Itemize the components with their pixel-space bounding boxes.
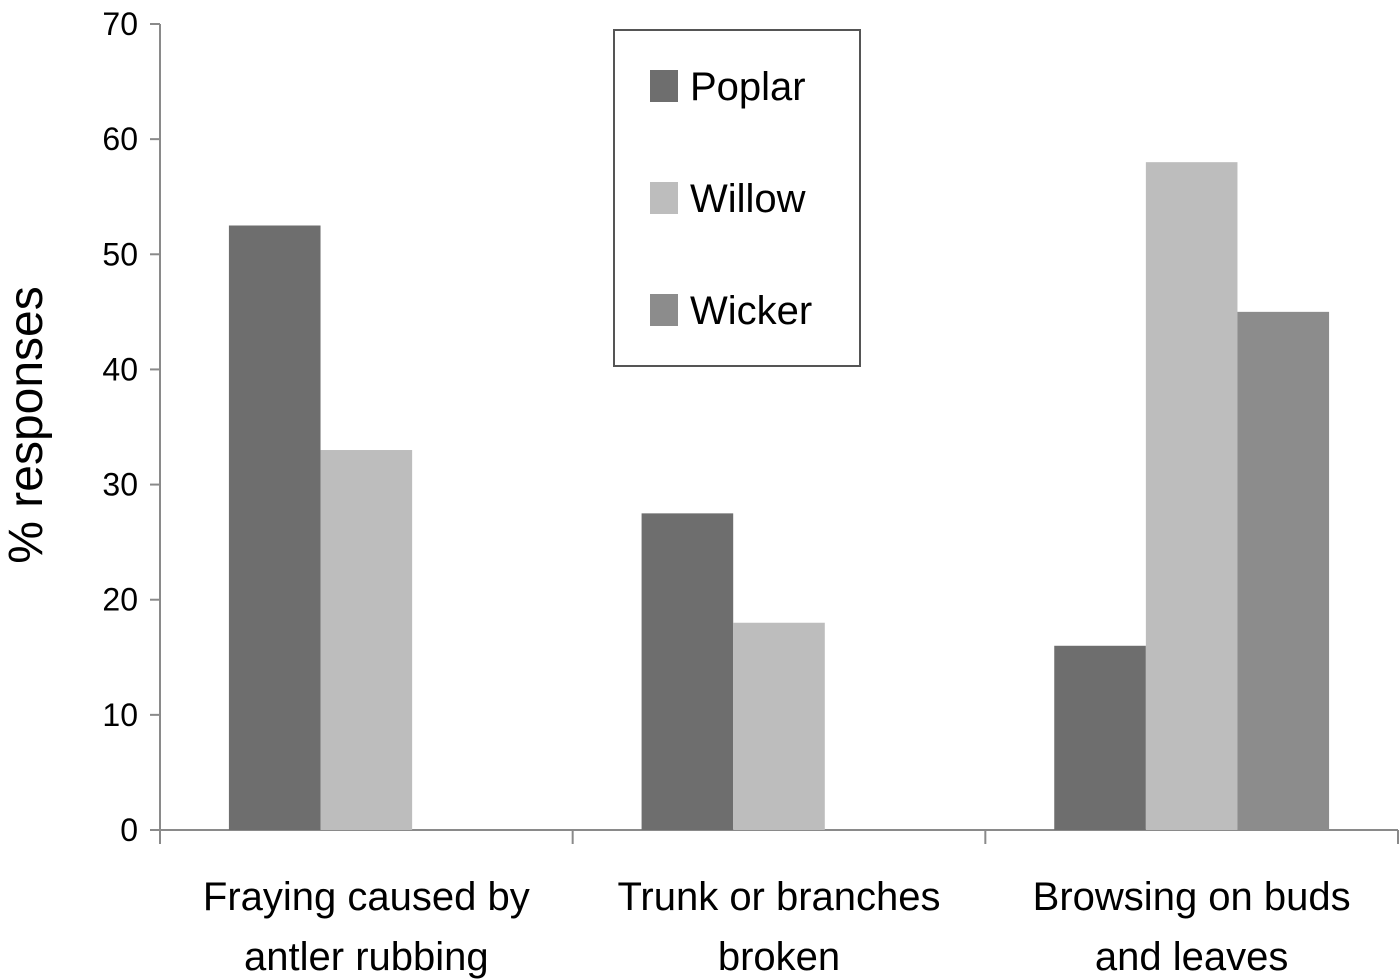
y-tick-label: 70 — [102, 6, 138, 42]
legend-label-wicker: Wicker — [690, 289, 812, 333]
y-tick-label: 40 — [102, 351, 138, 387]
y-tick-label: 50 — [102, 236, 138, 272]
x-category-label: antler rubbing — [244, 935, 489, 979]
x-category-label: broken — [718, 935, 840, 979]
legend-label-poplar: Poplar — [690, 65, 806, 109]
y-axis-title: % responses — [0, 286, 53, 563]
x-axis: Fraying caused by antler rubbing Trunk or … — [159, 829, 1399, 979]
bar-willow-2 — [1145, 162, 1238, 830]
y-tick-label: 30 — [102, 467, 138, 503]
y-tick-label: 60 — [102, 121, 138, 157]
legend-swatch-poplar — [650, 70, 678, 102]
y-axis: 0 10 20 30 40 50 60 70 — [102, 6, 161, 848]
bar-willow-0 — [320, 450, 413, 830]
legend-label-willow: Willow — [690, 177, 806, 221]
bar-willow-1 — [733, 622, 825, 830]
x-category-label: and leaves — [1095, 935, 1288, 979]
bar-poplar-1 — [641, 513, 734, 830]
bar-poplar-2 — [1054, 645, 1146, 830]
y-tick-label: 20 — [102, 582, 138, 618]
legend-swatch-willow — [650, 182, 678, 214]
bars — [228, 162, 1330, 830]
x-category-label: Browsing on buds — [1033, 875, 1351, 919]
x-category-label: Trunk or branches — [617, 875, 940, 919]
bar-wicker-2 — [1237, 311, 1330, 830]
legend-swatch-wicker — [650, 294, 678, 326]
x-category-label: Fraying caused by — [203, 875, 530, 919]
bar-poplar-0 — [228, 225, 321, 830]
y-tick-label: 0 — [120, 812, 138, 848]
y-tick-label: 10 — [102, 697, 138, 733]
legend: Poplar Willow Wicker — [613, 29, 861, 367]
